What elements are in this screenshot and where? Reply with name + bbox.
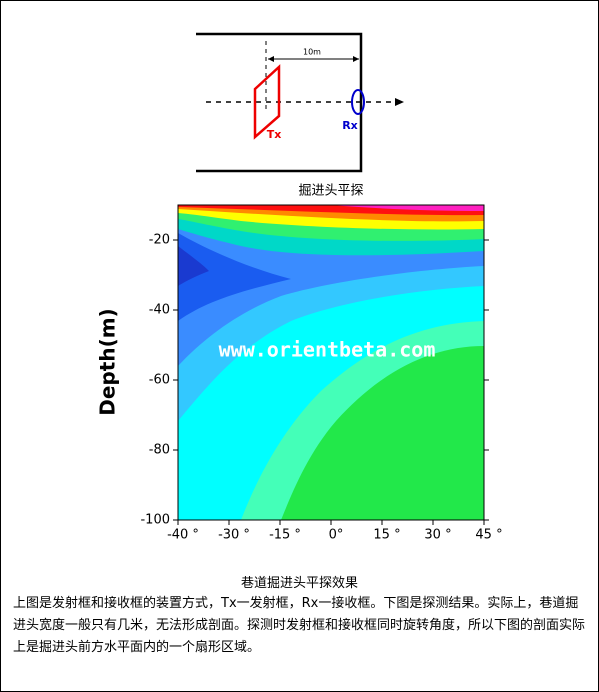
tx-label: Tx [267, 128, 282, 141]
caption: 巷道掘进头平探效果 [240, 576, 358, 591]
arrow-head [268, 56, 274, 62]
x-tick-label: -30 ° [218, 528, 250, 543]
distance-label: 10m [303, 48, 321, 57]
arrow-head [395, 98, 404, 106]
x-tick-label: -15 ° [269, 528, 301, 543]
figure: 10m Tx Rx 掘进头平探 -20 -40 -60 -80 -100-40 ° -30… [96, 32, 503, 543]
y-tick-label: -80 [149, 443, 170, 458]
body-text: 上图是发射框和接收框的装置方式，Tx一发射框，Rx一接收框。下图是探测结果。实际… [13, 596, 586, 655]
y-tick-label: -40 [149, 303, 170, 318]
x-tick-label: 15 ° [373, 528, 400, 543]
y-tick-label: -20 [149, 233, 170, 248]
x-tick-label: 30 ° [424, 528, 451, 543]
figure-title: 掘进头平探 [298, 184, 363, 199]
rx-frame [351, 89, 365, 115]
watermark: www.orientbeta.com [219, 338, 436, 362]
arrow-head [353, 56, 359, 62]
contour-image [178, 205, 484, 520]
x-tick-label: -40 ° [167, 528, 199, 543]
y-tick-label: -100 [140, 513, 170, 528]
rx-label: Rx [342, 119, 358, 132]
x-tick-label: 0° [329, 528, 344, 543]
y-axis-label: Depth(m) [96, 308, 120, 415]
tx-frame [253, 64, 281, 140]
x-tick-label: 45 ° [475, 528, 502, 543]
y-tick-label: -60 [149, 373, 170, 388]
